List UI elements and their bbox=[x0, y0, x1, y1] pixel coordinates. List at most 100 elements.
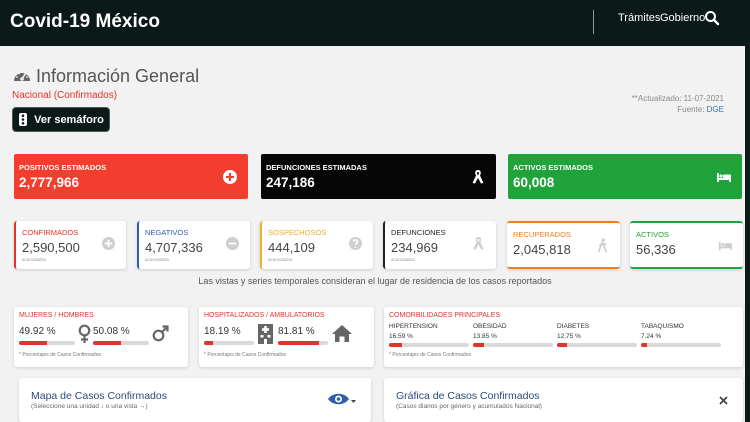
hospitalized-pct: 18.19 % bbox=[204, 326, 241, 337]
stat-sub: acumulados bbox=[268, 257, 293, 262]
graph-card-subtitle: (Casos diarios por género y acumulados N… bbox=[396, 403, 542, 410]
estimate-value: 247,186 bbox=[266, 175, 315, 190]
home-icon bbox=[332, 325, 352, 342]
ambulatory-pct: 81.81 % bbox=[278, 326, 315, 337]
close-icon[interactable] bbox=[719, 396, 728, 405]
men-bar bbox=[93, 341, 149, 345]
plus-circle-icon bbox=[101, 236, 116, 251]
eye-dropdown-icon[interactable] bbox=[327, 391, 357, 409]
stat-label: CONFIRMADOS bbox=[22, 228, 79, 237]
question-circle-icon bbox=[348, 236, 363, 251]
stat-label: DEFUNCIONES bbox=[391, 228, 446, 237]
map-card-subtitle: (Seleccione una unidad ↓ o una vista →) bbox=[31, 403, 148, 410]
stat-card-confirmados[interactable]: CONFIRMADOS 2,590,500 acumulados bbox=[14, 221, 126, 269]
update-info: **Actualizado: 11-07-2021 Fuente: DGE bbox=[632, 93, 724, 115]
stat-label: ACTIVOS bbox=[636, 230, 669, 239]
page-subtitle: Nacional (Confirmados) bbox=[12, 90, 118, 101]
stat-sub: acumulados bbox=[145, 257, 170, 262]
comorbidity-pct: 7.24 % bbox=[641, 333, 662, 340]
top-navbar: Covid-19 México Trámites Gobierno bbox=[0, 0, 750, 46]
stat-value: 56,336 bbox=[636, 242, 676, 257]
male-icon bbox=[152, 325, 169, 342]
semaforo-button-label: Ver semáforo bbox=[34, 113, 104, 126]
comorbidity-label: HIPERTENSION bbox=[389, 323, 438, 330]
women-pct: 49.92 % bbox=[19, 326, 56, 337]
stat-sub: acumulados bbox=[22, 257, 47, 262]
panel-title: HOSPITALIZADOS / AMBULATORIOS bbox=[204, 312, 325, 319]
stat-card-defunciones[interactable]: DEFUNCIONES 234,969 acumulados bbox=[383, 221, 496, 269]
stat-card-negativos[interactable]: NEGATIVOS 4,707,336 acumulados bbox=[137, 221, 250, 269]
estimate-value: 60,008 bbox=[513, 175, 555, 190]
stat-card-activos[interactable]: ACTIVOS 56,336 bbox=[630, 221, 743, 269]
nav-link-tramites[interactable]: Trámites bbox=[618, 12, 661, 24]
panel-title: COMORBILIDADES PRINCIPALES bbox=[389, 312, 501, 319]
panel-footnote: * Porcentajes de Casos Confirmados bbox=[389, 352, 471, 358]
comorbidity-pct: 13.85 % bbox=[473, 333, 497, 340]
panel-comorbidities: COMORBILIDADES PRINCIPALES HIPERTENSION … bbox=[384, 307, 743, 367]
ambulatory-bar bbox=[278, 341, 328, 345]
stat-value: 444,109 bbox=[268, 240, 315, 255]
plus-circle-icon bbox=[223, 170, 237, 184]
comorbidity-pct: 12.75 % bbox=[557, 333, 581, 340]
panel-gender: MUJERES / HOMBRES 49.92 % 50.08 % * Porc… bbox=[14, 307, 188, 367]
comorbidity-bar bbox=[641, 343, 721, 347]
stat-value: 2,590,500 bbox=[22, 240, 80, 255]
stat-card-recuperados[interactable]: RECUPERADOS 2,045,818 bbox=[507, 221, 620, 269]
page-title: Información General bbox=[12, 66, 199, 87]
comorbidity-label: DIABETES bbox=[557, 323, 590, 330]
page-title-text: Información General bbox=[36, 66, 200, 86]
comorbidity-label: OBESIDAD bbox=[473, 323, 507, 330]
minus-circle-icon bbox=[225, 236, 240, 251]
stat-sub: acumulados bbox=[391, 257, 416, 262]
comorbidity-pct: 16.59 % bbox=[389, 333, 413, 340]
hospital-icon bbox=[258, 324, 273, 344]
female-icon bbox=[78, 324, 91, 343]
brand-title[interactable]: Covid-19 México bbox=[10, 11, 160, 32]
comorbidity-bar bbox=[473, 343, 553, 347]
bed-icon bbox=[718, 241, 733, 251]
gauge-icon bbox=[14, 70, 30, 81]
estimate-label: DEFUNCIONES ESTIMADAS bbox=[266, 163, 367, 172]
hospitalized-bar bbox=[204, 341, 254, 345]
estimate-card-defunciones[interactable]: DEFUNCIONES ESTIMADAS 247,186 bbox=[261, 154, 496, 199]
nav-link-gobierno[interactable]: Gobierno bbox=[660, 12, 706, 24]
search-icon[interactable] bbox=[704, 10, 720, 26]
traffic-light-icon bbox=[19, 113, 28, 126]
stat-label: NEGATIVOS bbox=[145, 228, 189, 237]
comorbidity-label: TABAQUISMO bbox=[641, 323, 684, 330]
stat-label: SOSPECHOSOS bbox=[268, 228, 327, 237]
source-label: Fuente: bbox=[677, 105, 705, 114]
stat-card-sospechosos[interactable]: SOSPECHOSOS 444,109 acumulados bbox=[260, 221, 373, 269]
scrollbar-strip[interactable] bbox=[745, 46, 750, 422]
stat-value: 2,045,818 bbox=[513, 242, 571, 257]
estimate-card-positivos[interactable]: POSITIVOS ESTIMADOS 2,777,966 bbox=[14, 154, 248, 199]
semaforo-button[interactable]: Ver semáforo bbox=[12, 107, 110, 132]
comorbidity-bar bbox=[389, 343, 469, 347]
ribbon-icon bbox=[473, 236, 484, 250]
updated-date: **Actualizado: 11-07-2021 bbox=[631, 94, 724, 103]
walking-icon bbox=[597, 238, 608, 253]
panel-footnote: * Porcentajes de Casos Confirmados bbox=[204, 352, 286, 358]
graph-card-title: Gráfica de Casos Confirmados bbox=[396, 390, 540, 402]
navbar-divider bbox=[593, 10, 594, 34]
men-pct: 50.08 % bbox=[93, 326, 130, 337]
comorbidity-bar bbox=[557, 343, 637, 347]
graph-card: Gráfica de Casos Confirmados (Casos diar… bbox=[384, 378, 743, 422]
residence-note: Las vistas y series temporales considera… bbox=[198, 276, 552, 286]
stat-label: RECUPERADOS bbox=[513, 230, 571, 239]
map-card: Mapa de Casos Confirmados (Seleccione un… bbox=[19, 378, 371, 422]
ribbon-icon bbox=[472, 170, 484, 184]
panel-title: MUJERES / HOMBRES bbox=[19, 312, 94, 319]
bed-icon bbox=[717, 173, 731, 182]
panel-hospital: HOSPITALIZADOS / AMBULATORIOS 18.19 % 81… bbox=[199, 307, 374, 367]
map-card-title: Mapa de Casos Confirmados bbox=[31, 390, 167, 402]
stat-value: 4,707,336 bbox=[145, 240, 203, 255]
estimate-label: POSITIVOS ESTIMADOS bbox=[19, 163, 107, 172]
women-bar bbox=[19, 341, 75, 345]
stat-value: 234,969 bbox=[391, 240, 438, 255]
estimate-card-activos[interactable]: ACTIVOS ESTIMADOS 60,008 bbox=[508, 154, 742, 199]
panel-footnote: * Porcentajes de Casos Confirmados bbox=[19, 352, 101, 358]
estimate-value: 2,777,966 bbox=[19, 175, 80, 190]
source-link[interactable]: DGE bbox=[706, 105, 724, 114]
estimate-label: ACTIVOS ESTIMADOS bbox=[513, 163, 594, 172]
